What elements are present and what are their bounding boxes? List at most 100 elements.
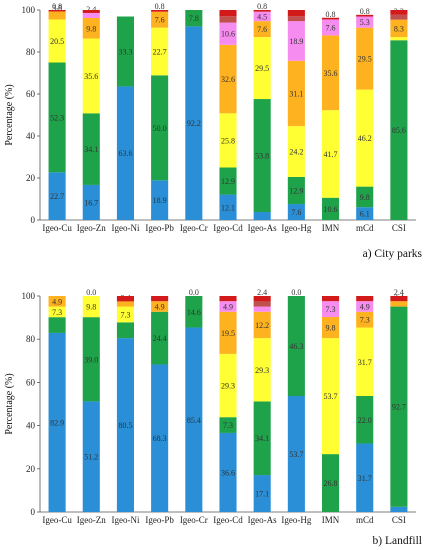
data-label: 12.1 [221,203,235,212]
bar-segment [116,16,134,87]
bar-segment [48,317,66,333]
x-tick-label: Igeo-As [248,515,277,525]
bar-segment [287,16,305,22]
bar-stack-igeo-cr: 92.2 7.8 [185,10,203,220]
data-label: 3.8 [52,3,62,12]
bar-segment [48,19,66,63]
data-label: 25.8 [221,136,235,145]
y-tick-label: 20 [26,173,36,183]
data-label: 36.6 [221,468,235,477]
data-label: 7.3 [360,316,370,325]
data-label: 31.7 [358,474,372,483]
data-label: 20.5 [50,37,64,46]
bar-stack-igeo-ni: 63.6 33.3 [116,16,134,220]
x-tick-label: Igeo-Cu [42,515,72,525]
bar-segment [82,10,100,13]
data-label: 18.9 [153,196,167,205]
bar-segment [116,322,134,339]
bar-segment [116,86,134,220]
bar-segment [151,75,169,181]
bar-segment [219,44,237,114]
bar-stack-igeo-cr: 85.4 14.6 0.0 [185,288,203,512]
bar-segment [253,401,271,476]
bar-segment [390,306,408,507]
y-tick-label: 60 [26,89,36,99]
data-label: 85.4 [187,416,201,425]
panel-label: a) City parks [363,248,423,260]
bar-stack-igeo-cu: 22.7 52.3 20.5 3.80.8 [48,2,66,220]
x-tick-label: Igeo-Cd [213,515,243,525]
data-label: 53.7 [289,450,303,459]
data-label: 29.5 [358,55,372,64]
data-label: 29.3 [221,382,235,391]
data-label: 80.5 [118,421,132,430]
data-label: 33.3 [118,47,132,56]
bar-segment [219,16,237,23]
data-label: 31.1 [289,89,303,98]
bar-segment [356,396,374,444]
bar-segment [356,207,374,220]
data-label: 50.0 [153,124,167,133]
x-tick-label: Igeo-Cr [180,223,208,233]
data-label: 51.2 [84,453,98,462]
bar-segment [116,338,134,512]
bar-stack-igeo-cu: 82.9 7.3 4.9 [48,296,66,512]
y-axis-label: Percentage (%) [4,373,15,434]
bar-segment [356,186,374,208]
y-tick-label: 40 [26,421,36,431]
data-label: 18.9 [289,37,303,46]
x-tick-label: Igeo-Cu [42,223,72,233]
data-label: 0.8 [257,2,267,11]
bar-segment [82,113,100,185]
data-label: 24.4 [153,334,167,343]
bar-stack-mcd: 31.7 22.0 31.7 7.3 4.9 [356,296,374,512]
data-label: 0.8 [155,2,165,11]
data-label: 39.0 [84,355,98,364]
x-tick-label: IMN [322,515,340,525]
bar-stack-csi: 92.72.42.4 [390,288,408,512]
bar-stack-csi: 85.61.58.32.3 [390,7,408,220]
bar-segment [151,301,169,312]
data-label: 9.8 [360,193,370,202]
bar-segment [287,60,305,127]
data-label: 7.3 [120,310,130,319]
bar-segment [185,327,203,512]
x-tick-label: Igeo-As [248,223,277,233]
y-tick-label: 0 [31,507,36,517]
bar-segment [390,14,408,20]
bar-segment [116,306,134,323]
data-label: 41.7 [324,150,338,159]
bar-stack-igeo-pb: 18.9 50.0 22.7 7.6 0.8 [151,2,169,220]
bar-segment [253,296,271,302]
data-label: 4.9 [223,302,233,311]
bar-stack-igeo-zn: 51.2 39.0 9.8 0.0 [82,288,100,512]
bar-segment [253,301,271,307]
x-tick-label: Igeo-Zn [77,223,106,233]
data-label: 46.2 [358,134,372,143]
bar-segment [322,17,340,20]
bar-segment [322,338,340,455]
bar-segment [82,296,100,318]
data-label: 0.8 [52,2,62,11]
bar-segment [185,296,203,328]
chart-panel-city-parks: 0 20 40 60 80 100 Percentage (%) 22.7 52.3 20.5 3.… [4,2,423,260]
data-label: 12.2 [255,321,269,330]
bar-segment [253,306,271,312]
data-label: 8.3 [394,24,404,33]
y-tick-label: 0 [31,215,36,225]
bar-segment [116,301,134,307]
chart-panel-landfill: 0 20 40 60 80 100 Percentage (%) 82.9 7.3 4.9 Igeo… [4,288,422,547]
data-label: 32.6 [221,75,235,84]
bar-stack-imn: 0.010.641.735.67.60.8 [322,10,340,221]
data-label: 53.8 [255,152,269,161]
data-label: 0.0 [86,288,96,297]
bar-segment [356,327,374,397]
x-tick-label: mCd [356,515,374,525]
bar-segment [185,10,203,27]
bar-stack-igeo-zn: 16.7 34.1 35.6 9.8 2.4 [82,5,100,220]
data-label: 2.4 [86,5,96,14]
y-tick-label: 20 [26,464,36,474]
data-label: 5.3 [360,18,370,27]
data-label: 85.6 [392,126,406,135]
